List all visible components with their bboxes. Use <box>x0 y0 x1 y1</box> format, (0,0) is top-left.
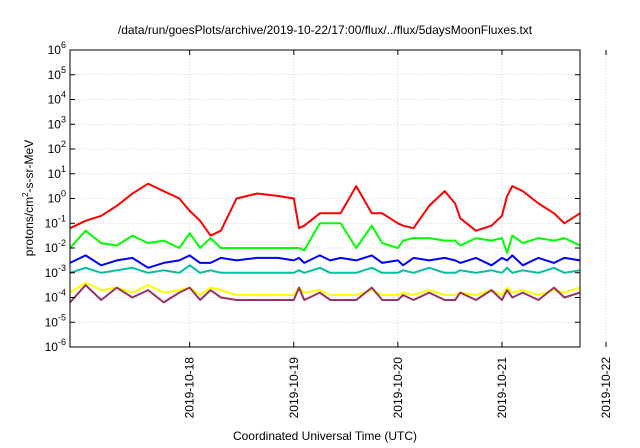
x-tick-label: 2019-10-18 <box>183 357 197 419</box>
series-line-1 <box>69 182 581 237</box>
y-tick-exponent: 0 <box>61 189 66 199</box>
x-axis-label: Coordinated Universal Time (UTC) <box>233 429 417 443</box>
y-tick-exponent: 5 <box>61 65 66 75</box>
y-tick-label: 10-3 <box>45 263 66 280</box>
y-tick-label: 10-1 <box>45 213 66 230</box>
y-axis-label: protons/cm2-s-sr-MeV <box>21 140 36 256</box>
y-tick-label: 104 <box>48 90 66 107</box>
series-line-3 <box>69 254 581 269</box>
y-tick-label: 101 <box>48 164 66 181</box>
y-tick-exponent: -1 <box>58 213 66 223</box>
series-line-2 <box>69 222 581 254</box>
x-axis: 2019-10-18 2019-10-19 2019-10-20 2019-10-21… <box>183 50 613 418</box>
y-tick-label: 10-2 <box>45 238 66 255</box>
x-tick-label: 2019-10-20 <box>391 357 405 419</box>
y-axis-label-rest: -s-sr-MeV <box>22 140 36 193</box>
y-tick-label: 103 <box>48 114 66 131</box>
y-tick-label: 10-4 <box>45 288 66 305</box>
y-tick-label: 10-5 <box>45 312 66 329</box>
y-axis-label-sup: 2 <box>21 192 30 197</box>
y-axis-label-base: protons/cm <box>22 197 36 256</box>
x-tick-label: 2019-10-22 <box>599 357 613 419</box>
y-tick-label: 105 <box>48 65 66 82</box>
series-line-6 <box>69 284 581 304</box>
y-tick-exponent: -3 <box>58 263 66 273</box>
series-line-5 <box>69 281 581 296</box>
y-tick-exponent: -4 <box>58 288 66 298</box>
y-tick-exponent: 2 <box>61 139 66 149</box>
y-tick-label: 106 <box>48 40 66 57</box>
grid <box>70 50 607 347</box>
y-axis: 10-610-510-410-310-210-11001011021031041… <box>45 40 580 354</box>
series-line-4 <box>69 264 581 274</box>
x-tick-label: 2019-10-21 <box>495 357 509 419</box>
y-tick-exponent: 1 <box>61 164 66 174</box>
y-tick-exponent: 6 <box>61 40 66 50</box>
y-tick-label: 102 <box>48 139 66 156</box>
y-tick-exponent: -2 <box>58 238 66 248</box>
y-tick-exponent: 3 <box>61 114 66 124</box>
chart-title: /data/run/goesPlots/archive/2019-10-22/1… <box>118 23 533 37</box>
x-tick-label: 2019-10-19 <box>287 357 301 419</box>
y-tick-label: 100 <box>48 189 66 206</box>
y-tick-label: 10-6 <box>45 337 66 354</box>
y-tick-exponent: -6 <box>58 337 66 347</box>
y-tick-exponent: 4 <box>61 90 66 100</box>
y-tick-exponent: -5 <box>58 312 66 322</box>
series-layer <box>69 182 581 304</box>
